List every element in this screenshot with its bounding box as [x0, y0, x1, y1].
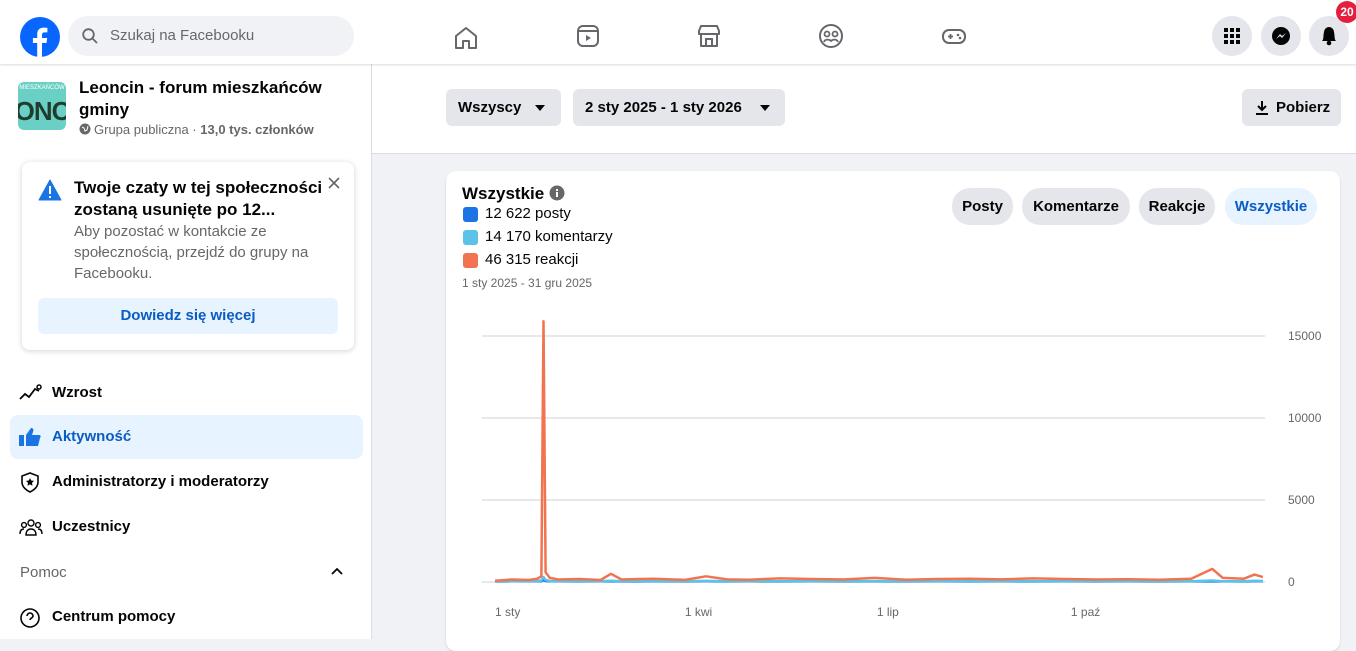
admin-icon [20, 472, 42, 494]
notice-body: społecznością, przejdź do grupy na [74, 244, 308, 261]
warning-icon [38, 179, 62, 201]
nav-item[interactable]: Uczestnicy [10, 505, 363, 549]
notice-body: Aby pozostać w kontakcie ze [74, 223, 267, 240]
notification-badge: 20 [1336, 1, 1356, 23]
gaming-icon[interactable] [940, 22, 968, 50]
notice-body: Facebooku. [74, 265, 152, 282]
audience-label: Wszyscy [458, 99, 521, 116]
download-label: Pobierz [1276, 99, 1330, 116]
group-meta: Grupa publiczna · 13,0 tys. członków [94, 122, 314, 137]
menu-button[interactable] [1212, 16, 1252, 56]
tab-active[interactable]: Wszystkie [1225, 188, 1317, 225]
group-logo[interactable]: MIESZKAŃCÓW ONC [18, 82, 66, 130]
y-tick-label: 5000 [1288, 493, 1315, 507]
help-center[interactable]: Centrum pomocy [52, 608, 175, 625]
series-line [495, 321, 1263, 581]
legend-swatch [463, 207, 478, 222]
period-label: 1 sty 2025 - 31 gru 2025 [462, 276, 592, 290]
home-icon[interactable] [452, 24, 480, 52]
download-button[interactable]: Pobierz [1242, 89, 1341, 126]
x-tick-label: 1 kwi [685, 605, 712, 619]
search-icon [82, 28, 98, 44]
facebook-logo[interactable] [20, 17, 60, 57]
search-box[interactable]: Szukaj na Facebooku [68, 16, 354, 56]
legend-swatch [463, 230, 478, 245]
top-bar: Szukaj na Facebooku 20 [0, 0, 1356, 64]
marketplace-icon[interactable] [695, 22, 723, 50]
nav-item[interactable]: Administratorzy i moderatorzy [10, 460, 363, 504]
group-name[interactable]: gminy [79, 100, 129, 120]
date-label: 2 sty 2025 - 1 sty 2026 [585, 99, 742, 116]
chart: 0 5000 10000 15000 1 sty 1 kwi 1 lip 1 paź [446, 290, 1340, 630]
date-dropdown[interactable]: 2 sty 2025 - 1 sty 2026 [573, 89, 785, 126]
legend-label: 12 622 posty [485, 205, 571, 222]
help-icon [20, 608, 42, 630]
nav-item-active[interactable]: Aktywność [10, 415, 363, 459]
sidebar [0, 64, 372, 639]
card-title: Wszystkie [462, 184, 544, 204]
tab[interactable]: Reakcje [1139, 188, 1215, 225]
nav-item[interactable]: Wzrost [10, 371, 363, 415]
logo-text: MIESZKAŃCÓW [18, 85, 66, 91]
messenger-button[interactable] [1261, 16, 1301, 56]
logo-text: ONC [18, 96, 66, 127]
group-name[interactable]: Leoncin - forum mieszkańców [79, 78, 322, 98]
activity-icon [18, 427, 42, 447]
legend-swatch [463, 253, 478, 268]
members-icon [19, 518, 43, 538]
page: Aktywność *{box-sizing:border-box} html,… [0, 0, 1356, 639]
group-members: 13,0 tys. członków [200, 122, 313, 137]
chevron-icon[interactable] [330, 566, 344, 576]
learn-more-button[interactable]: Dowiedz się więcej [38, 298, 338, 334]
groups-icon[interactable] [817, 22, 845, 50]
help-section[interactable]: Pomoc [20, 564, 67, 581]
close-button[interactable] [326, 175, 342, 191]
y-tick-label: 15000 [1288, 329, 1322, 343]
audience-dropdown[interactable]: Wszyscy [446, 89, 561, 126]
notice-title: Twoje czaty w tej społeczności [74, 178, 322, 198]
body: {"header":{"search_placeholder":"Szukaj … [0, 0, 1356, 639]
y-tick-label: 10000 [1288, 411, 1322, 425]
x-tick-label: 1 sty [495, 605, 520, 619]
growth-icon [18, 383, 42, 403]
tab[interactable]: Komentarze [1022, 188, 1130, 225]
tab[interactable]: Posty [952, 188, 1013, 225]
video-icon[interactable] [574, 22, 602, 50]
x-tick-label: 1 lip [877, 605, 899, 619]
group-type: Grupa publiczna · [94, 122, 197, 137]
legend-label: 46 315 reakcji [485, 251, 578, 268]
notice-title: zostaną usunięte po 12... [74, 200, 275, 220]
globe-icon [79, 123, 91, 135]
legend-label: 14 170 komentarzy [485, 228, 613, 245]
x-tick-label: 1 paź [1071, 605, 1100, 619]
info-icon[interactable] [549, 185, 565, 201]
y-tick-label: 0 [1288, 575, 1295, 589]
